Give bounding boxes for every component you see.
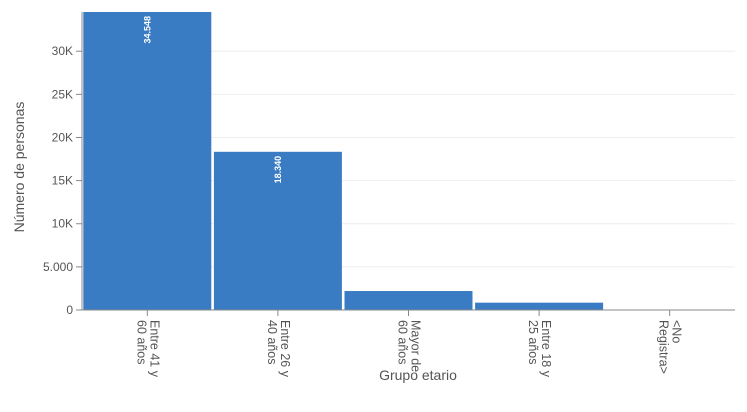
x-tick-label-line: Entre 18 y: [539, 320, 553, 378]
y-axis-title: Número de personas: [11, 102, 27, 233]
x-tick-label: Entre 41 y60 años: [134, 320, 161, 378]
y-tick-label: 0: [66, 303, 73, 317]
y-tick-label: 30K: [52, 44, 73, 58]
x-tick-label: <NoRegistra>: [657, 320, 684, 374]
x-tick-label-line: 25 años: [526, 320, 540, 364]
x-tick-label: Entre 18 y25 años: [526, 320, 553, 378]
y-axis: 0 5.000 10K 15K 20K 25K 30K: [43, 12, 83, 317]
x-axis-title: Grupo etario: [379, 367, 457, 383]
x-tick-label-line: 60 años: [396, 320, 410, 364]
bar-data-label: 18.340: [273, 156, 283, 184]
bar-data-label: 34.548: [142, 16, 152, 44]
bar[interactable]: [83, 12, 212, 310]
x-tick-label-line: Entre 41 y: [147, 320, 161, 378]
x-tick-label: Entre 26 y40 años: [265, 320, 292, 378]
y-tick-label: 5.000: [43, 260, 73, 274]
y-tick-label: 25K: [52, 87, 73, 101]
bar[interactable]: [475, 302, 604, 310]
y-tick-label: 20K: [52, 130, 73, 144]
bars: 34.548 18.340: [83, 12, 604, 310]
x-tick-label-line: 60 años: [134, 320, 148, 364]
x-tick-label-line: Mayor de: [409, 320, 423, 372]
y-tick-label: 15K: [52, 174, 73, 188]
x-axis: Entre 41 y60 años Entre 26 y40 años Mayor …: [82, 309, 735, 378]
x-tick-label: Mayor de60 años: [396, 320, 423, 372]
x-tick-label-line: Entre 26 y: [278, 320, 292, 378]
bar[interactable]: [344, 291, 473, 310]
x-tick-label-line: <No: [670, 320, 684, 343]
y-tick-label: 10K: [52, 217, 73, 231]
x-tick-label-line: Registra>: [657, 320, 671, 374]
x-tick-label-line: 40 años: [265, 320, 279, 364]
bar[interactable]: [213, 151, 342, 310]
